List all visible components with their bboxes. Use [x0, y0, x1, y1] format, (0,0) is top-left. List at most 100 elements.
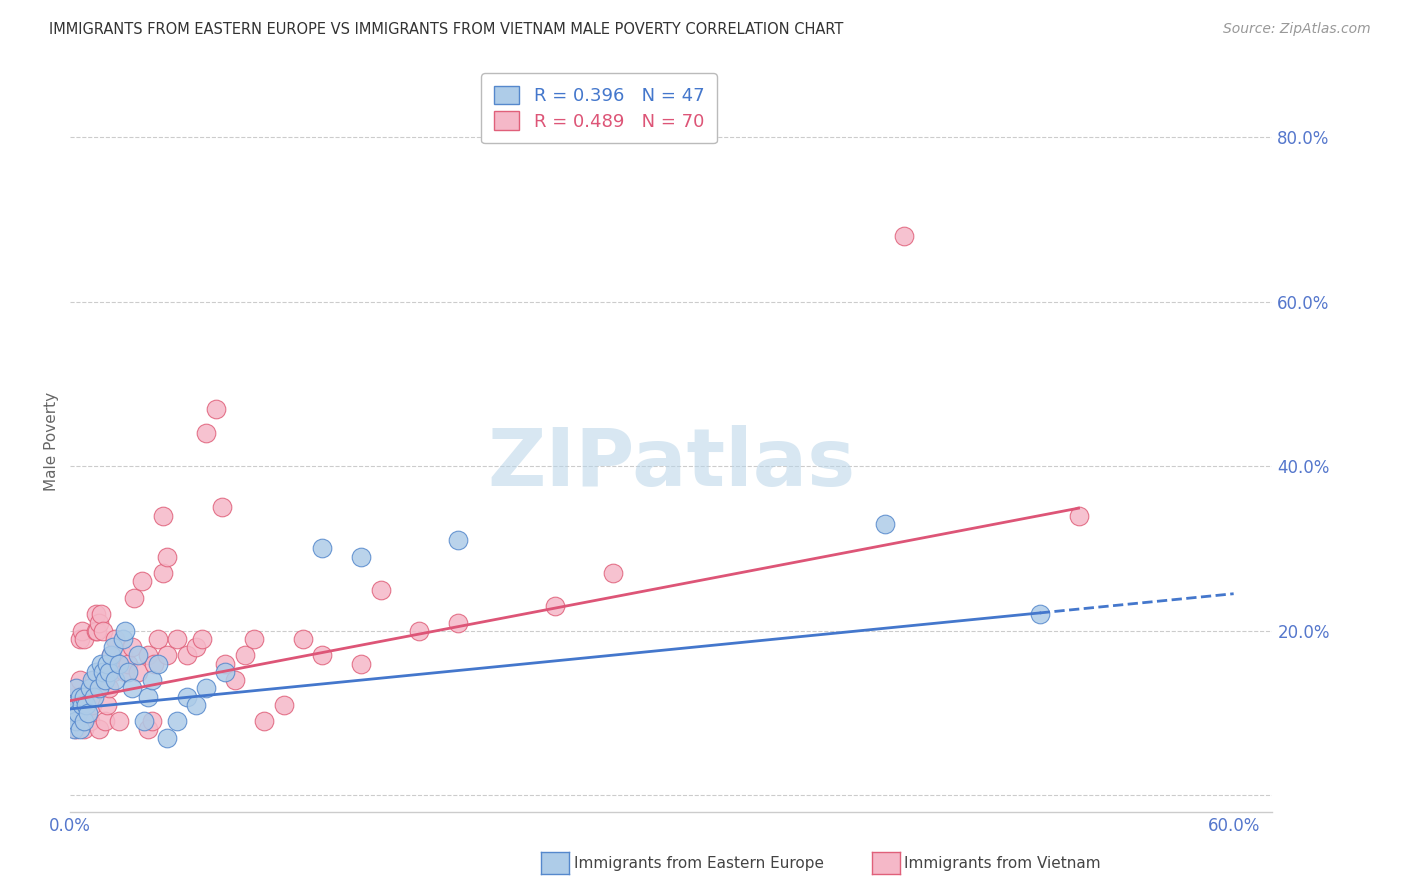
Point: [94, 673, 117, 687]
Point: [136, 690, 159, 704]
Point: [69, 690, 91, 704]
Point: [186, 640, 208, 655]
Text: Source: ZipAtlas.com: Source: ZipAtlas.com: [1223, 22, 1371, 37]
Point: [447, 533, 470, 548]
Point: [73, 714, 96, 729]
Point: [91, 665, 114, 679]
Point: [89, 615, 111, 630]
Point: [100, 648, 122, 663]
Point: [90, 607, 112, 622]
Point: [83, 673, 105, 687]
Point: [146, 632, 169, 646]
Point: [100, 648, 122, 663]
Point: [136, 723, 159, 737]
Point: [132, 714, 155, 729]
Point: [204, 401, 226, 416]
Point: [141, 714, 163, 729]
Point: [107, 657, 129, 671]
Point: [214, 665, 236, 679]
Point: [60, 706, 83, 720]
Point: [156, 549, 179, 564]
Point: [63, 690, 86, 704]
Point: [176, 690, 198, 704]
Point: [76, 690, 98, 704]
Point: [65, 723, 87, 737]
Point: [195, 426, 218, 441]
Point: [311, 648, 333, 663]
Point: [544, 599, 567, 613]
Point: [152, 508, 174, 523]
Point: [84, 607, 107, 622]
Point: [111, 632, 134, 646]
Point: [73, 632, 96, 646]
Point: [84, 624, 107, 638]
Point: [70, 624, 93, 638]
Point: [73, 723, 96, 737]
Point: [142, 657, 165, 671]
Point: [104, 632, 127, 646]
Point: [370, 582, 392, 597]
Point: [273, 698, 295, 712]
Point: [67, 706, 90, 720]
Point: [233, 648, 256, 663]
Text: ZIPatlas: ZIPatlas: [488, 425, 855, 503]
Point: [121, 681, 143, 696]
Point: [114, 624, 136, 638]
Point: [65, 681, 87, 696]
Point: [91, 624, 114, 638]
Point: [75, 706, 97, 720]
Point: [191, 632, 214, 646]
Point: [80, 698, 103, 712]
Point: [101, 665, 124, 679]
Point: [350, 549, 373, 564]
Point: [1029, 607, 1052, 622]
Point: [253, 714, 276, 729]
Point: [67, 698, 90, 712]
Point: [131, 574, 153, 589]
Point: [63, 723, 86, 737]
Point: [94, 714, 117, 729]
Point: [408, 624, 430, 638]
Point: [107, 657, 129, 671]
Point: [156, 731, 179, 745]
Point: [447, 615, 470, 630]
Point: [69, 632, 91, 646]
Point: [136, 648, 159, 663]
Point: [90, 657, 112, 671]
Point: [101, 640, 124, 655]
Point: [86, 624, 108, 638]
Point: [60, 706, 83, 720]
Point: [1067, 508, 1090, 523]
Point: [65, 681, 87, 696]
Point: [291, 632, 314, 646]
Point: [114, 665, 136, 679]
Point: [893, 228, 915, 243]
Point: [111, 648, 134, 663]
Point: [75, 698, 97, 712]
Text: Immigrants from Eastern Europe: Immigrants from Eastern Europe: [574, 856, 824, 871]
Point: [80, 673, 103, 687]
Text: IMMIGRANTS FROM EASTERN EUROPE VS IMMIGRANTS FROM VIETNAM MALE POVERTY CORRELATI: IMMIGRANTS FROM EASTERN EUROPE VS IMMIGR…: [49, 22, 844, 37]
Point: [83, 690, 105, 704]
Legend: R = 0.396   N = 47, R = 0.489   N = 70: R = 0.396 N = 47, R = 0.489 N = 70: [481, 73, 717, 144]
Point: [98, 665, 121, 679]
Point: [117, 665, 139, 679]
Point: [107, 714, 129, 729]
Point: [76, 706, 98, 720]
Point: [873, 516, 896, 531]
Point: [96, 657, 118, 671]
Point: [152, 566, 174, 581]
Point: [79, 681, 101, 696]
Point: [70, 698, 93, 712]
Point: [69, 723, 91, 737]
Point: [65, 714, 87, 729]
Point: [69, 673, 91, 687]
Point: [89, 681, 111, 696]
Point: [186, 698, 208, 712]
Point: [195, 681, 218, 696]
Point: [311, 541, 333, 556]
Point: [176, 648, 198, 663]
Text: Immigrants from Vietnam: Immigrants from Vietnam: [904, 856, 1101, 871]
Point: [127, 648, 149, 663]
Point: [79, 714, 101, 729]
